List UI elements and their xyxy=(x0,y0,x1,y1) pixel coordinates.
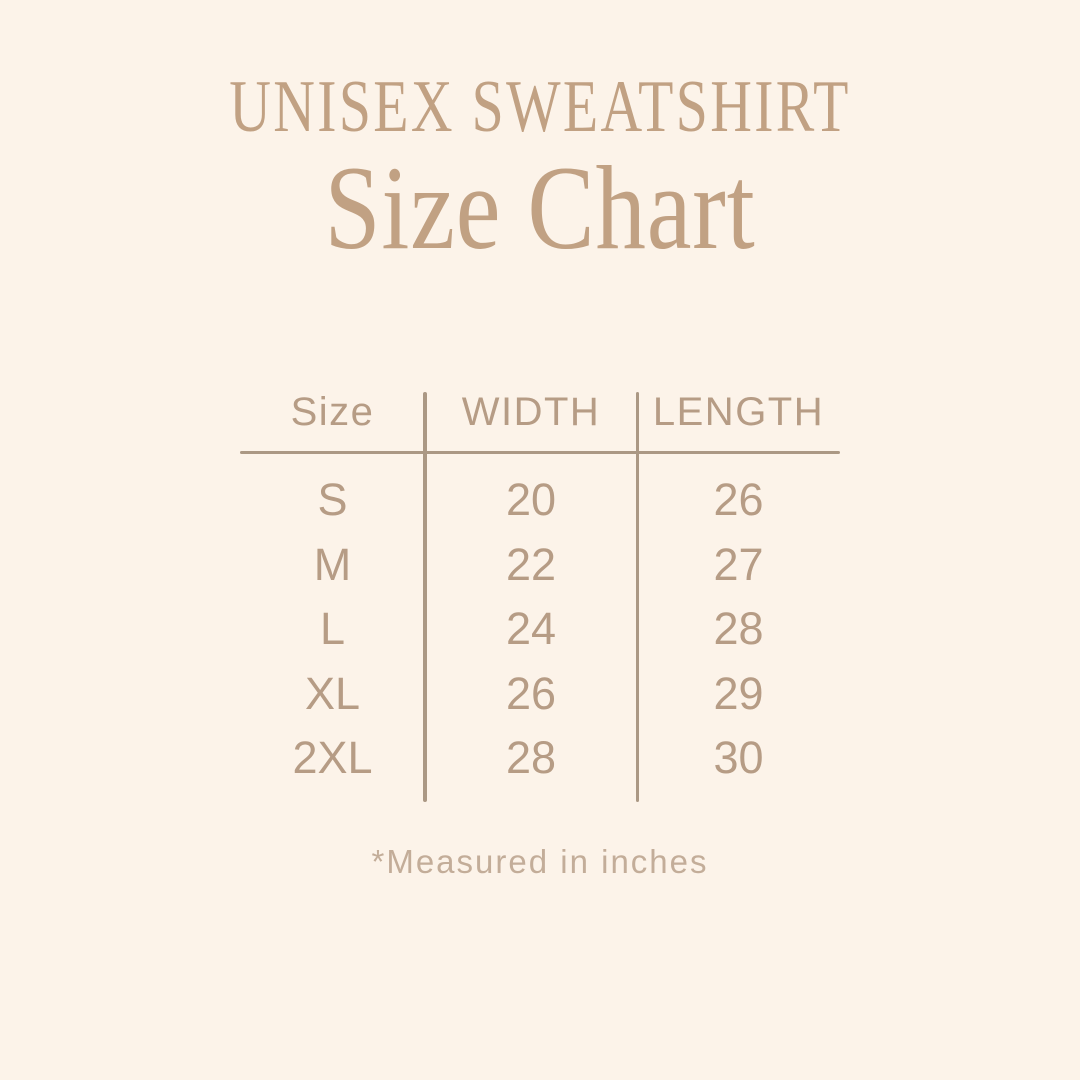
length-cell: 27 xyxy=(713,538,764,590)
length-cell: 28 xyxy=(713,603,764,655)
size-cell: L xyxy=(319,603,346,655)
width-cell: 22 xyxy=(505,538,557,590)
size-cell: S xyxy=(317,474,348,526)
product-subtitle: UNISEX SWEATSHIRT xyxy=(229,66,851,148)
measurement-footnote: *Measured in inches xyxy=(371,843,709,880)
table-body: S 20 26 M 22 27 L 24 28 XL 26 29 2XL 28 xyxy=(240,454,840,791)
length-cell: 30 xyxy=(713,732,764,784)
size-cell: XL xyxy=(304,667,361,719)
table-header: Size WIDTH LENGTH xyxy=(240,389,840,434)
size-table: Size WIDTH LENGTH S 20 26 M 22 27 L 24 2… xyxy=(240,389,840,802)
header-divider-line xyxy=(240,450,840,454)
column-header-length: LENGTH xyxy=(652,389,825,434)
width-cell: 26 xyxy=(505,667,557,719)
width-cell: 28 xyxy=(505,732,557,784)
length-cell: 26 xyxy=(713,474,764,526)
width-cell: 20 xyxy=(505,474,557,526)
column-divider-2 xyxy=(635,392,639,802)
size-cell: 2XL xyxy=(292,732,373,784)
page-title: Size Chart xyxy=(324,141,756,274)
size-cell: M xyxy=(313,538,352,590)
column-divider-1 xyxy=(423,392,427,802)
column-header-width: WIDTH xyxy=(461,389,601,434)
column-header-size: Size xyxy=(290,389,375,434)
width-cell: 24 xyxy=(505,603,557,655)
length-cell: 29 xyxy=(713,667,764,719)
